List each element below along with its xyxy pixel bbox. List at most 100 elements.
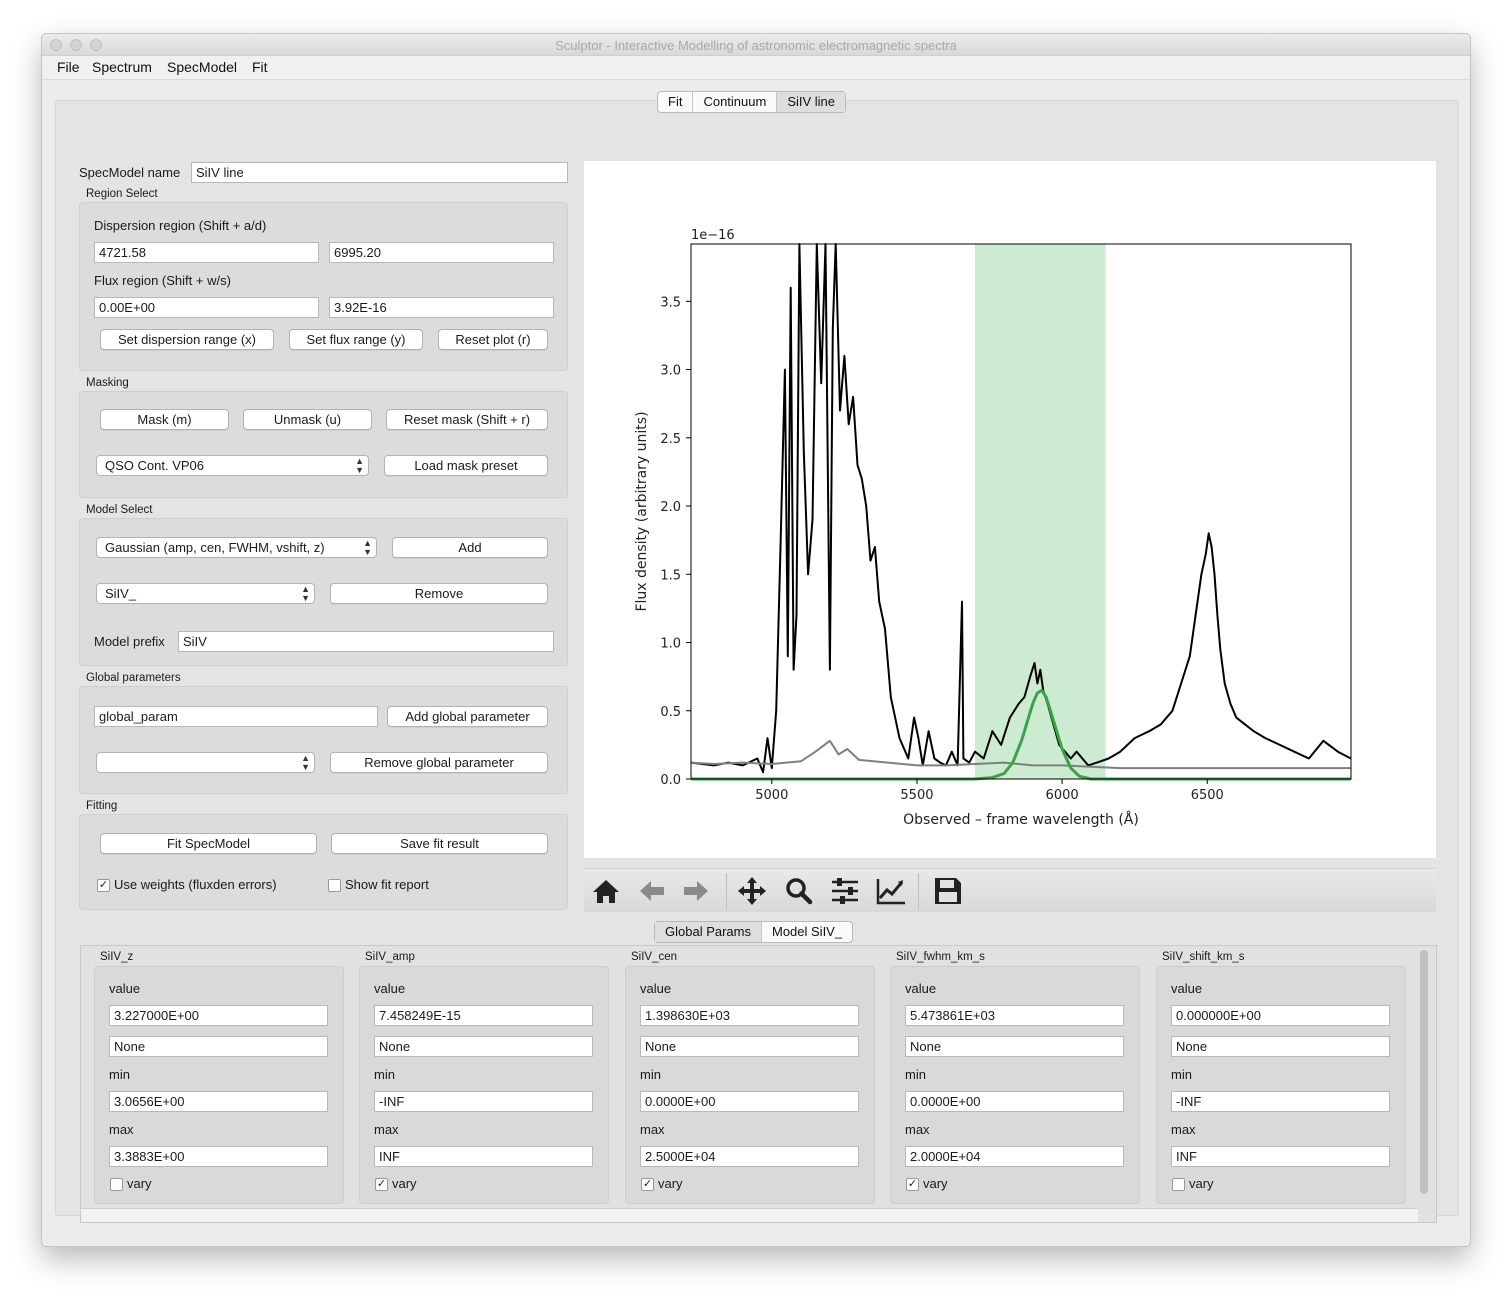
menu-spectrum[interactable]: Spectrum [92,59,152,75]
window-title: Sculptor - Interactive Modelling of astr… [555,38,957,53]
spectrum-chart[interactable]: 5000 5500 6000 6500 0.0 0.5 1.0 1.5 2.0 2.5 3.0 3.… [584,161,1436,858]
unmask-button[interactable]: Unmask (u) [243,409,372,430]
add-model-button[interactable]: Add [392,537,548,558]
specmodel-name-input[interactable]: SiIV line [191,162,568,183]
configure-subplots-icon[interactable] [829,876,861,906]
param-value-label: value [905,981,937,996]
pan-move-icon[interactable] [736,876,768,906]
flux-min-input[interactable]: 0.00E+00 [94,297,319,318]
set-flux-range-button[interactable]: Set flux range (y) [289,329,423,350]
param-vary-checkbox[interactable] [1172,1178,1185,1191]
tab-global-params[interactable]: Global Params [655,922,762,942]
param-max-input[interactable]: INF [374,1146,593,1167]
y-tick-label: 1.0 [660,637,681,652]
edit-axis-icon[interactable] [875,876,907,906]
add-global-parameter-button[interactable]: Add global parameter [387,706,548,727]
close-window-button[interactable] [50,39,62,51]
param-min-input[interactable]: 3.0656E+00 [109,1091,328,1112]
param-expr-input[interactable]: None [1171,1036,1390,1057]
tab-siiv-line[interactable]: SiIV line [777,92,846,112]
param-vary-label: vary [127,1176,152,1191]
param-min-input[interactable]: -INF [1171,1091,1390,1112]
reset-plot-button[interactable]: Reset plot (r) [438,329,548,350]
param-vary-checkbox[interactable]: ✓ [906,1178,919,1191]
param-vary-checkbox[interactable] [110,1178,123,1191]
tab-model-siiv[interactable]: Model SiIV_ [771,924,843,939]
mask-button[interactable]: Mask (m) [100,409,229,430]
remove-global-parameter-button[interactable]: Remove global parameter [330,752,548,773]
forward-arrow-icon[interactable] [680,876,712,906]
back-arrow-icon[interactable] [636,876,668,906]
menu-fit[interactable]: Fit [252,59,268,75]
model-select-group: Gaussian (amp, cen, FWHM, vshift, z) ▲ ▼ … [79,518,568,666]
param-value-input[interactable]: 3.227000E+00 [109,1005,328,1026]
vertical-scrollbar[interactable] [1420,950,1428,1194]
updown-chevron-icon: ▲ ▼ [301,753,310,772]
use-weights-checkbox[interactable]: ✓ [97,879,110,892]
fit-specmodel-button[interactable]: Fit SpecModel [100,833,317,854]
param-max-input[interactable]: 2.0000E+04 [905,1146,1124,1167]
param-value-input[interactable]: 0.000000E+00 [1171,1005,1390,1026]
model-prefix-label: Model prefix [94,634,165,649]
y-tick-label: 0.5 [660,705,681,720]
region-select-title: Region Select [86,188,158,200]
minimize-window-button[interactable] [70,39,82,51]
param-group: value 7.458249E-15 None min -INF max INF ✓ vary [359,966,609,1204]
set-dispersion-range-button[interactable]: Set dispersion range (x) [100,329,274,350]
param-min-input[interactable]: 0.0000E+00 [905,1091,1124,1112]
param-min-input[interactable]: 0.0000E+00 [640,1091,859,1112]
tab-fit[interactable]: Fit [658,92,694,112]
save-fit-result-button[interactable]: Save fit result [331,833,548,854]
param-expr-input[interactable]: None [905,1036,1124,1057]
reset-mask-button[interactable]: Reset mask (Shift + r) [386,409,548,430]
param-value-input[interactable]: 1.398630E+03 [640,1005,859,1026]
save-floppy-icon[interactable] [932,876,964,906]
flux-max-input[interactable]: 3.92E-16 [329,297,554,318]
param-max-label: max [109,1122,134,1137]
load-mask-preset-button[interactable]: Load mask preset [384,455,548,476]
x-tick-label: 6000 [1046,788,1079,803]
param-expr-input[interactable]: None [640,1036,859,1057]
param-expr-input[interactable]: None [374,1036,593,1057]
menu-specmodel[interactable]: SpecModel [167,59,238,75]
zoom-magnifier-icon[interactable] [783,876,815,906]
param-max-label: max [905,1122,930,1137]
param-vary-checkbox[interactable]: ✓ [375,1178,388,1191]
tab-continuum[interactable]: Continuum [693,92,778,112]
param-value-input[interactable]: 5.473861E+03 [905,1005,1124,1026]
param-min-input[interactable]: -INF [374,1091,593,1112]
show-fit-report-checkbox[interactable] [328,879,341,892]
global-param-select[interactable]: ▲ ▼ [96,752,315,773]
param-value-input[interactable]: 7.458249E-15 [374,1005,593,1026]
param-expr-input[interactable]: None [109,1036,328,1057]
model-type-select[interactable]: Gaussian (amp, cen, FWHM, vshift, z) ▲ ▼ [96,537,377,558]
model-component-select[interactable]: SiIV_ ▲ ▼ [96,583,315,604]
remove-model-button[interactable]: Remove [330,583,548,604]
y-tick-label: 0.0 [660,773,681,788]
horizontal-scrollbar[interactable] [81,1208,1418,1222]
param-vary-checkbox[interactable]: ✓ [641,1178,654,1191]
spectrum-plot-area[interactable]: 5000 5500 6000 6500 0.0 0.5 1.0 1.5 2.0 2.5 3.0 3.… [584,161,1436,858]
plot-frame [690,243,1352,780]
global-param-input[interactable]: global_param [94,706,378,727]
home-icon[interactable] [590,876,622,906]
dispersion-max-input[interactable]: 6995.20 [329,242,554,263]
param-max-label: max [640,1122,665,1137]
dispersion-min-input[interactable]: 4721.58 [94,242,319,263]
param-title: SiIV_fwhm_km_s [896,951,985,963]
param-max-input[interactable]: 2.5000E+04 [640,1146,859,1167]
mask-preset-select[interactable]: QSO Cont. VP06 ▲ ▼ [96,455,369,476]
main-panel: Fit Continuum SiIV line SpecModel name S… [55,91,1459,1223]
y-tick-label: 2.5 [660,432,681,447]
model-prefix-input[interactable]: SiIV [178,631,554,652]
zoom-window-button[interactable] [90,39,102,51]
param-max-input[interactable]: INF [1171,1146,1390,1167]
menu-file[interactable]: File [57,59,80,75]
y-tick-label: 1.5 [660,568,681,583]
param-max-input[interactable]: 3.3883E+00 [109,1146,328,1167]
plot-toolbar [584,868,1436,912]
global-parameters-title: Global parameters [86,672,181,684]
flux-error-line [691,739,1351,770]
y-axis-label: Flux density (arbitrary units) [634,411,650,611]
param-vary-label: vary [1189,1176,1214,1191]
